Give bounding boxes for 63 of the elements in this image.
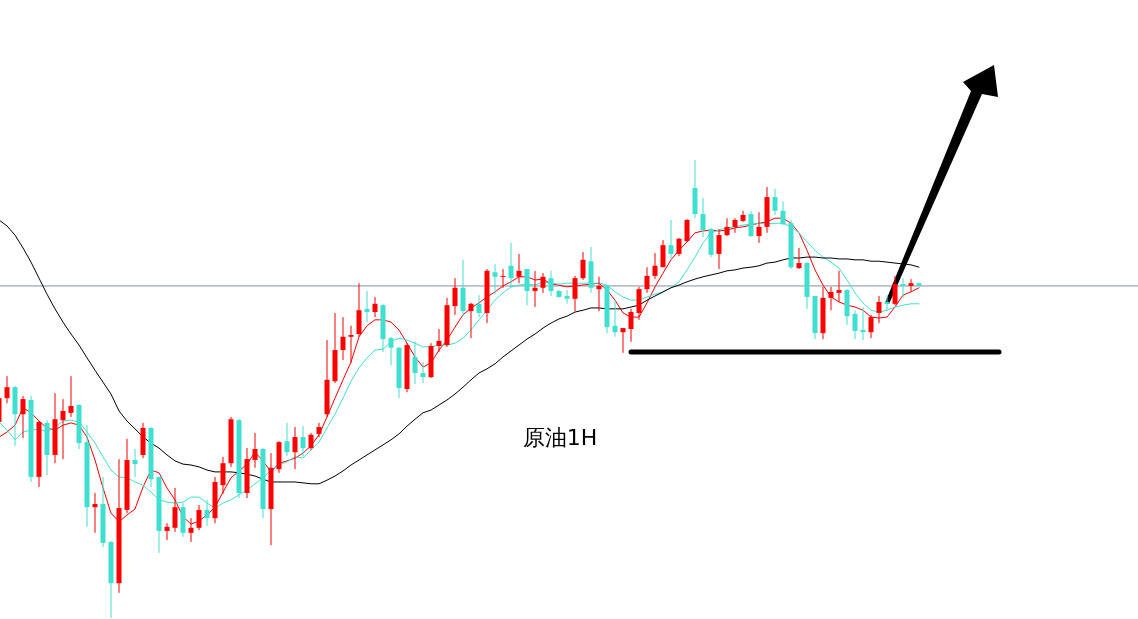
candlestick <box>436 328 442 353</box>
candlestick <box>644 266 650 294</box>
candlestick <box>668 219 674 260</box>
candlestick <box>860 306 866 341</box>
candlestick <box>372 296 378 318</box>
candlestick <box>284 422 290 457</box>
candlestick <box>68 375 74 418</box>
candlestick <box>364 290 370 323</box>
candlestick <box>220 456 226 495</box>
candlestick <box>388 336 394 366</box>
candlestick <box>468 302 474 339</box>
candlestick <box>852 309 858 340</box>
candlestick <box>740 210 746 223</box>
candlestick <box>340 316 346 361</box>
annotation: 原油1H <box>522 425 598 450</box>
candlestick <box>548 270 554 297</box>
candlestick <box>540 272 546 294</box>
candlestick <box>356 282 362 338</box>
candlestick <box>516 253 522 284</box>
candlestick <box>892 275 898 306</box>
candlestick <box>476 294 482 318</box>
candlestick <box>636 286 642 321</box>
candlestick <box>868 314 874 339</box>
candlestick <box>412 341 418 385</box>
candlestick <box>4 375 10 404</box>
candlestick <box>524 268 530 306</box>
candlestick <box>580 251 586 281</box>
candlestick <box>132 448 138 478</box>
candlestick <box>292 426 298 470</box>
candlestick <box>676 237 682 257</box>
candlestick <box>716 228 722 270</box>
candlestick <box>348 325 354 364</box>
candlestick <box>828 286 834 311</box>
candlestick <box>564 289 570 305</box>
candlestick <box>20 395 26 439</box>
candlestick <box>900 277 906 299</box>
candlestick <box>500 268 506 289</box>
candlestick <box>460 259 466 317</box>
candlestick <box>492 263 498 295</box>
candlestick <box>620 327 626 354</box>
candlestick <box>532 270 538 308</box>
candlestick <box>596 276 602 312</box>
candlestick <box>452 277 458 316</box>
candlestick <box>660 239 666 268</box>
candlestick <box>628 308 634 343</box>
candlestick <box>60 398 66 460</box>
candlestick <box>908 278 914 293</box>
candlestick <box>164 522 170 541</box>
candlestick <box>316 422 322 438</box>
candlestick <box>252 432 258 469</box>
candlestick <box>612 299 618 338</box>
candlestick <box>652 252 658 280</box>
candlestick <box>836 270 842 303</box>
candlestick <box>92 492 98 534</box>
candlestick <box>300 425 306 458</box>
candlestick <box>572 275 578 312</box>
candlestick <box>796 247 802 270</box>
candlestick <box>772 188 778 216</box>
candlestick <box>420 361 426 384</box>
candlestick <box>884 294 890 311</box>
candlestick <box>876 295 882 324</box>
candlestick <box>508 242 514 289</box>
candlestick <box>700 197 706 238</box>
